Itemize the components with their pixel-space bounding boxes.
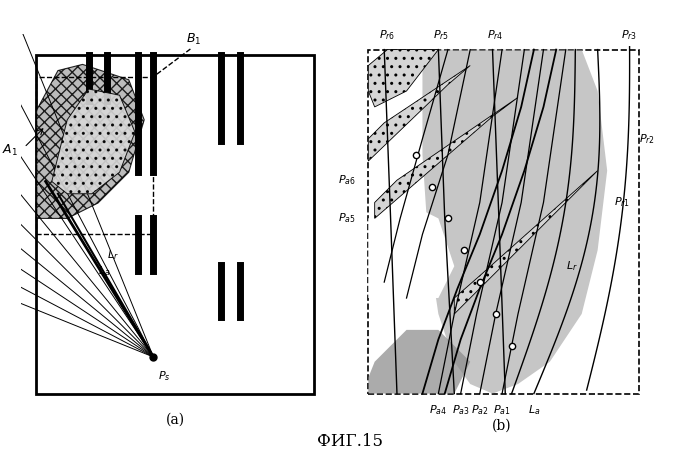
Polygon shape xyxy=(454,171,598,314)
Text: $P_{a3}$: $P_{a3}$ xyxy=(452,403,470,417)
Text: $L_r$: $L_r$ xyxy=(566,259,578,273)
Polygon shape xyxy=(36,65,144,218)
Polygon shape xyxy=(422,50,607,394)
Text: $P_s$: $P_s$ xyxy=(158,369,171,383)
Text: $P_{r5}$: $P_{r5}$ xyxy=(433,28,449,42)
Text: $B_1$: $B_1$ xyxy=(186,32,201,47)
Text: $P_{r3}$: $P_{r3}$ xyxy=(622,28,638,42)
Text: $P_{r4}$: $P_{r4}$ xyxy=(487,28,504,42)
Polygon shape xyxy=(52,89,135,194)
Polygon shape xyxy=(368,66,470,161)
Text: $P_{a2}$: $P_{a2}$ xyxy=(471,403,489,417)
Text: $P_{a1}$: $P_{a1}$ xyxy=(494,403,511,417)
Text: $L_a$: $L_a$ xyxy=(98,264,111,278)
Text: $P_{r6}$: $P_{r6}$ xyxy=(379,28,396,42)
Polygon shape xyxy=(374,97,518,218)
Text: $P_{a4}$: $P_{a4}$ xyxy=(429,403,447,417)
Polygon shape xyxy=(368,202,454,298)
Bar xyxy=(368,50,639,394)
Text: $L_r$: $L_r$ xyxy=(107,248,119,262)
Text: (a): (a) xyxy=(165,412,185,426)
Text: $A_1$: $A_1$ xyxy=(2,143,18,158)
Text: $P_{a6}$: $P_{a6}$ xyxy=(337,173,356,187)
Polygon shape xyxy=(368,50,438,107)
Text: $P_{a5}$: $P_{a5}$ xyxy=(338,212,356,225)
Text: $P_{r1}$: $P_{r1}$ xyxy=(613,196,630,209)
Text: (b): (b) xyxy=(492,419,512,433)
Text: $L_a$: $L_a$ xyxy=(528,403,540,417)
Text: $P_{r2}$: $P_{r2}$ xyxy=(639,132,655,146)
Text: ФИГ.15: ФИГ.15 xyxy=(317,434,383,450)
Bar xyxy=(36,77,153,234)
Polygon shape xyxy=(368,330,470,394)
